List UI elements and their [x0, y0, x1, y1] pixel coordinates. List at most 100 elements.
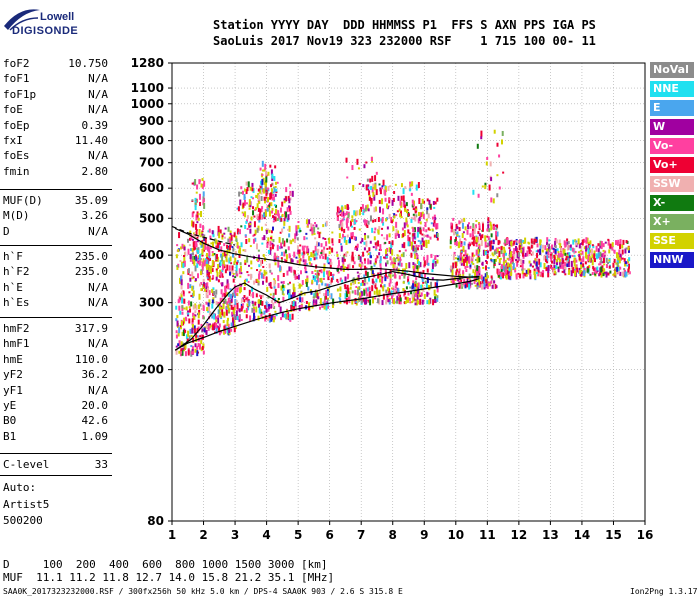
- echo-point: [329, 272, 332, 277]
- echo-point: [277, 297, 280, 300]
- echo-point: [434, 201, 437, 205]
- echo-point: [504, 266, 507, 270]
- echo-point: [546, 255, 549, 262]
- echo-point: [516, 240, 519, 244]
- echo-point: [341, 211, 344, 217]
- echo-point: [268, 210, 271, 217]
- echo-point: [187, 300, 190, 306]
- echo-point: [265, 196, 268, 199]
- echo-point: [397, 233, 400, 238]
- echo-point: [296, 252, 299, 255]
- echo-point: [386, 234, 389, 241]
- echo-point: [360, 206, 363, 212]
- echo-point: [289, 183, 292, 187]
- echo-point: [198, 228, 201, 235]
- echo-point: [545, 255, 548, 260]
- echo-point: [595, 245, 598, 252]
- echo-point: [206, 259, 209, 265]
- echo-point: [338, 207, 341, 212]
- echo-point: [388, 247, 391, 253]
- echo-point: [535, 261, 538, 267]
- echo-point: [267, 296, 270, 299]
- echo-point: [256, 227, 259, 233]
- echo-point: [267, 187, 270, 190]
- echo-point: [492, 225, 495, 230]
- echo-point: [600, 266, 603, 273]
- echo-point: [240, 305, 243, 309]
- echo-point: [461, 256, 464, 263]
- echo-point: [269, 202, 272, 206]
- echo-point: [380, 187, 383, 190]
- legend-item: W: [650, 119, 694, 135]
- param-value: 42.6: [81, 414, 109, 428]
- echo-point: [245, 220, 248, 224]
- echo-point: [436, 255, 439, 258]
- echo-point: [619, 244, 622, 250]
- echo-point: [257, 207, 260, 212]
- echo-point: [222, 252, 225, 257]
- echo-point: [238, 315, 241, 320]
- echo-point: [223, 329, 226, 335]
- echo-point: [220, 282, 223, 285]
- echo-point: [411, 294, 414, 299]
- echo-point: [391, 218, 394, 222]
- echo-point: [436, 295, 439, 299]
- echo-point: [531, 265, 534, 268]
- echo-point: [287, 228, 290, 231]
- echo-point: [520, 259, 523, 265]
- echo-point: [464, 249, 467, 256]
- echo-point: [175, 348, 178, 355]
- echo-point: [402, 195, 405, 202]
- echo-point: [436, 297, 439, 302]
- echo-point: [458, 272, 461, 275]
- echo-point: [360, 291, 363, 297]
- echo-point: [582, 256, 585, 263]
- echo-point: [324, 283, 327, 287]
- echo-point: [361, 261, 364, 264]
- echo-point: [266, 197, 269, 203]
- echo-point: [535, 239, 538, 243]
- echo-point: [248, 264, 251, 267]
- echo-point: [280, 246, 283, 249]
- echo-point: [235, 310, 238, 317]
- echo-point: [208, 253, 211, 260]
- echo-point: [356, 245, 359, 251]
- echo-point: [257, 299, 260, 304]
- echo-point: [463, 241, 466, 246]
- echo-point: [240, 272, 243, 275]
- param-name: h`F2: [3, 265, 30, 279]
- echo-point: [246, 227, 249, 230]
- echo-point: [486, 283, 489, 289]
- echo-point: [405, 217, 408, 223]
- echo-point: [459, 238, 462, 243]
- echo-point: [301, 252, 304, 256]
- echo-point: [412, 229, 415, 232]
- echo-point: [338, 239, 341, 244]
- echo-point: [578, 256, 581, 261]
- echo-point: [501, 139, 504, 145]
- echo-point: [353, 210, 356, 216]
- echo-point: [390, 290, 393, 296]
- echo-point: [219, 311, 222, 318]
- echo-point: [454, 239, 457, 243]
- echo-point: [374, 258, 377, 264]
- echo-point: [495, 227, 498, 231]
- echo-point: [382, 293, 385, 300]
- echo-point: [351, 215, 354, 219]
- echo-point: [619, 266, 622, 270]
- echo-point: [243, 287, 246, 291]
- param-row: fmin 2.80: [3, 164, 108, 179]
- param-name: foEs: [3, 149, 30, 163]
- echo-point: [504, 239, 507, 244]
- echo-point: [485, 279, 488, 284]
- echo-point: [560, 262, 563, 266]
- echo-point: [208, 250, 211, 257]
- echo-point: [407, 229, 410, 234]
- echo-point: [374, 219, 377, 223]
- echo-point: [414, 215, 417, 222]
- echo-point: [264, 163, 267, 170]
- echo-point: [236, 302, 239, 309]
- echo-point: [378, 274, 381, 278]
- echo-point: [276, 244, 279, 251]
- echo-point: [285, 254, 288, 260]
